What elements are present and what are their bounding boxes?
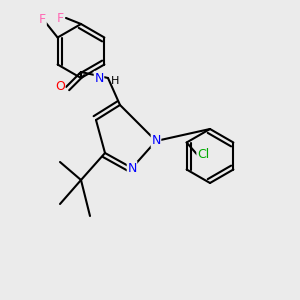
Text: N: N (151, 134, 161, 148)
Text: O: O (55, 80, 65, 94)
Text: F: F (56, 11, 64, 25)
Text: N: N (94, 71, 104, 85)
Text: H: H (111, 76, 120, 86)
Text: Cl: Cl (197, 148, 209, 161)
Text: N: N (127, 161, 137, 175)
Text: F: F (39, 13, 46, 26)
